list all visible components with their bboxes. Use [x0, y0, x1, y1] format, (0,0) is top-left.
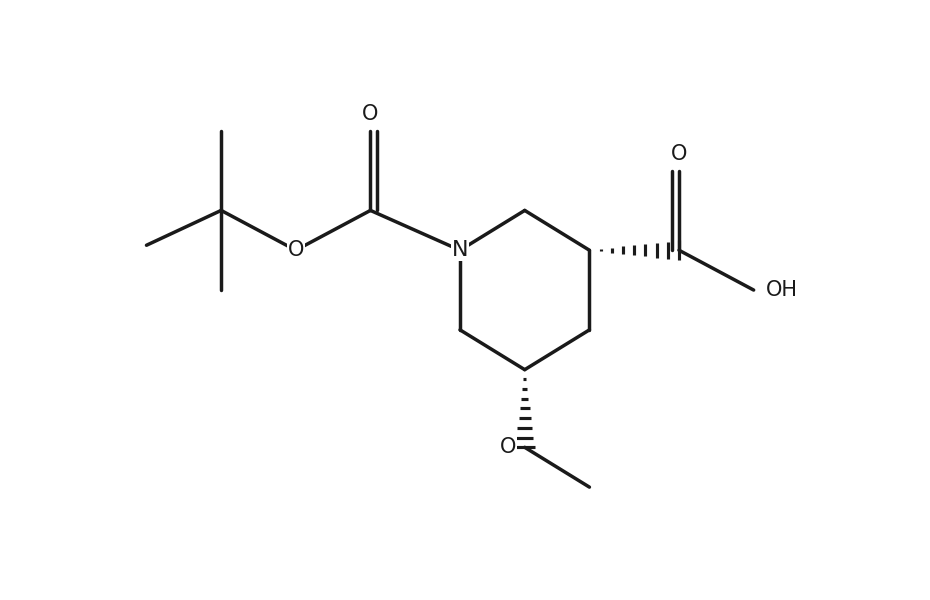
Text: O: O [363, 104, 379, 124]
Text: OH: OH [765, 280, 798, 300]
Text: N: N [452, 240, 469, 260]
Text: O: O [671, 143, 687, 164]
Text: O: O [287, 240, 304, 260]
Text: O: O [499, 437, 516, 457]
